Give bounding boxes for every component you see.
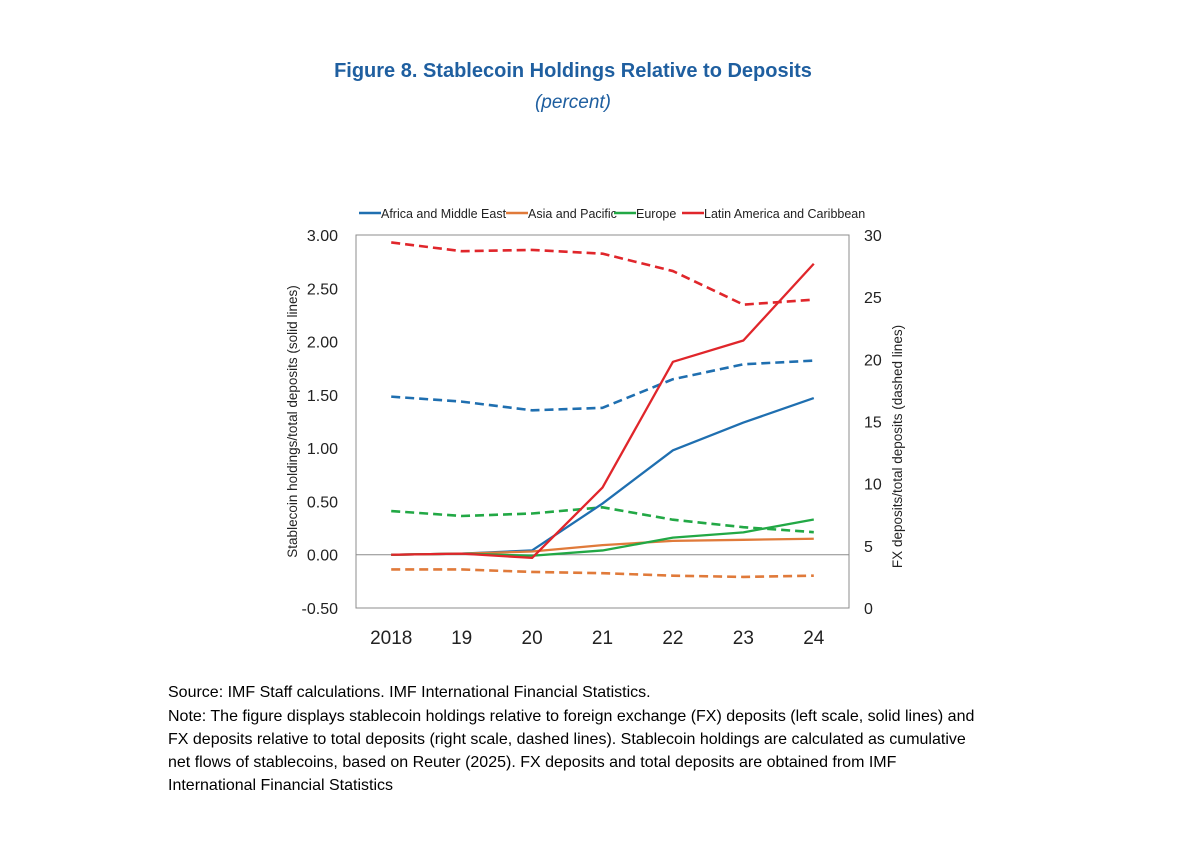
x-tick-label: 21 [592,628,613,649]
y-right-tick-label: 15 [864,415,882,432]
y-right-tick-label: 5 [864,539,873,556]
x-tick-label: 23 [733,628,754,649]
y-right-tick-label: 25 [864,290,882,307]
y-left-tick-label: 1.50 [307,388,338,405]
series-line-fx-deposits [391,359,814,412]
y-left-tick-label: 0.00 [307,548,338,565]
x-tick-label: 19 [451,628,472,649]
y-left-tick-label: 2.00 [307,335,338,352]
legend-label: Africa and Middle East [381,207,507,221]
series-line-fx-deposits [391,505,814,534]
y-right-tick-label: 0 [864,601,873,618]
series-line-fx-deposits [391,241,814,306]
figure-subtitle: (percent) [534,92,612,113]
y-left-tick-label: 3.00 [307,228,338,245]
figure-title: Figure 8. Stablecoin Holdings Relative t… [334,60,812,82]
y-left-tick-label: 0.50 [307,494,338,511]
y-left-tick-label: -0.50 [302,601,339,618]
x-tick-label: 20 [522,628,543,649]
y-right-axis-title: FX deposits/total deposits (dashed lines… [890,325,905,568]
x-tick-label: 22 [662,628,683,649]
y-right-tick-label: 30 [864,228,882,245]
legend-label: Asia and Pacific [528,207,617,221]
x-tick-label: 2018 [370,628,412,649]
y-right-tick-label: 10 [864,477,882,494]
legend-label: Europe [636,207,676,221]
legend-label: Latin America and Caribbean [704,207,865,221]
note-text: Note: The figure displays stablecoin hol… [168,708,975,794]
series-line-fx-deposits [391,568,814,579]
figure-notes: Source: IMF Staff calculations. IMF Inte… [168,681,988,797]
x-tick-label: 24 [803,628,825,649]
y-left-tick-label: 2.50 [307,281,338,298]
plot-frame [355,234,850,609]
series-line-stablecoin [391,537,814,556]
series-line-stablecoin [391,518,814,557]
series-line-stablecoin [391,262,815,560]
y-right-tick-label: 20 [864,352,882,369]
y-left-axis-title: Stablecoin holdings/total deposits (soli… [285,285,300,557]
source-text: Source: IMF Staff calculations. IMF Inte… [168,684,651,701]
y-left-tick-label: 1.00 [307,441,338,458]
